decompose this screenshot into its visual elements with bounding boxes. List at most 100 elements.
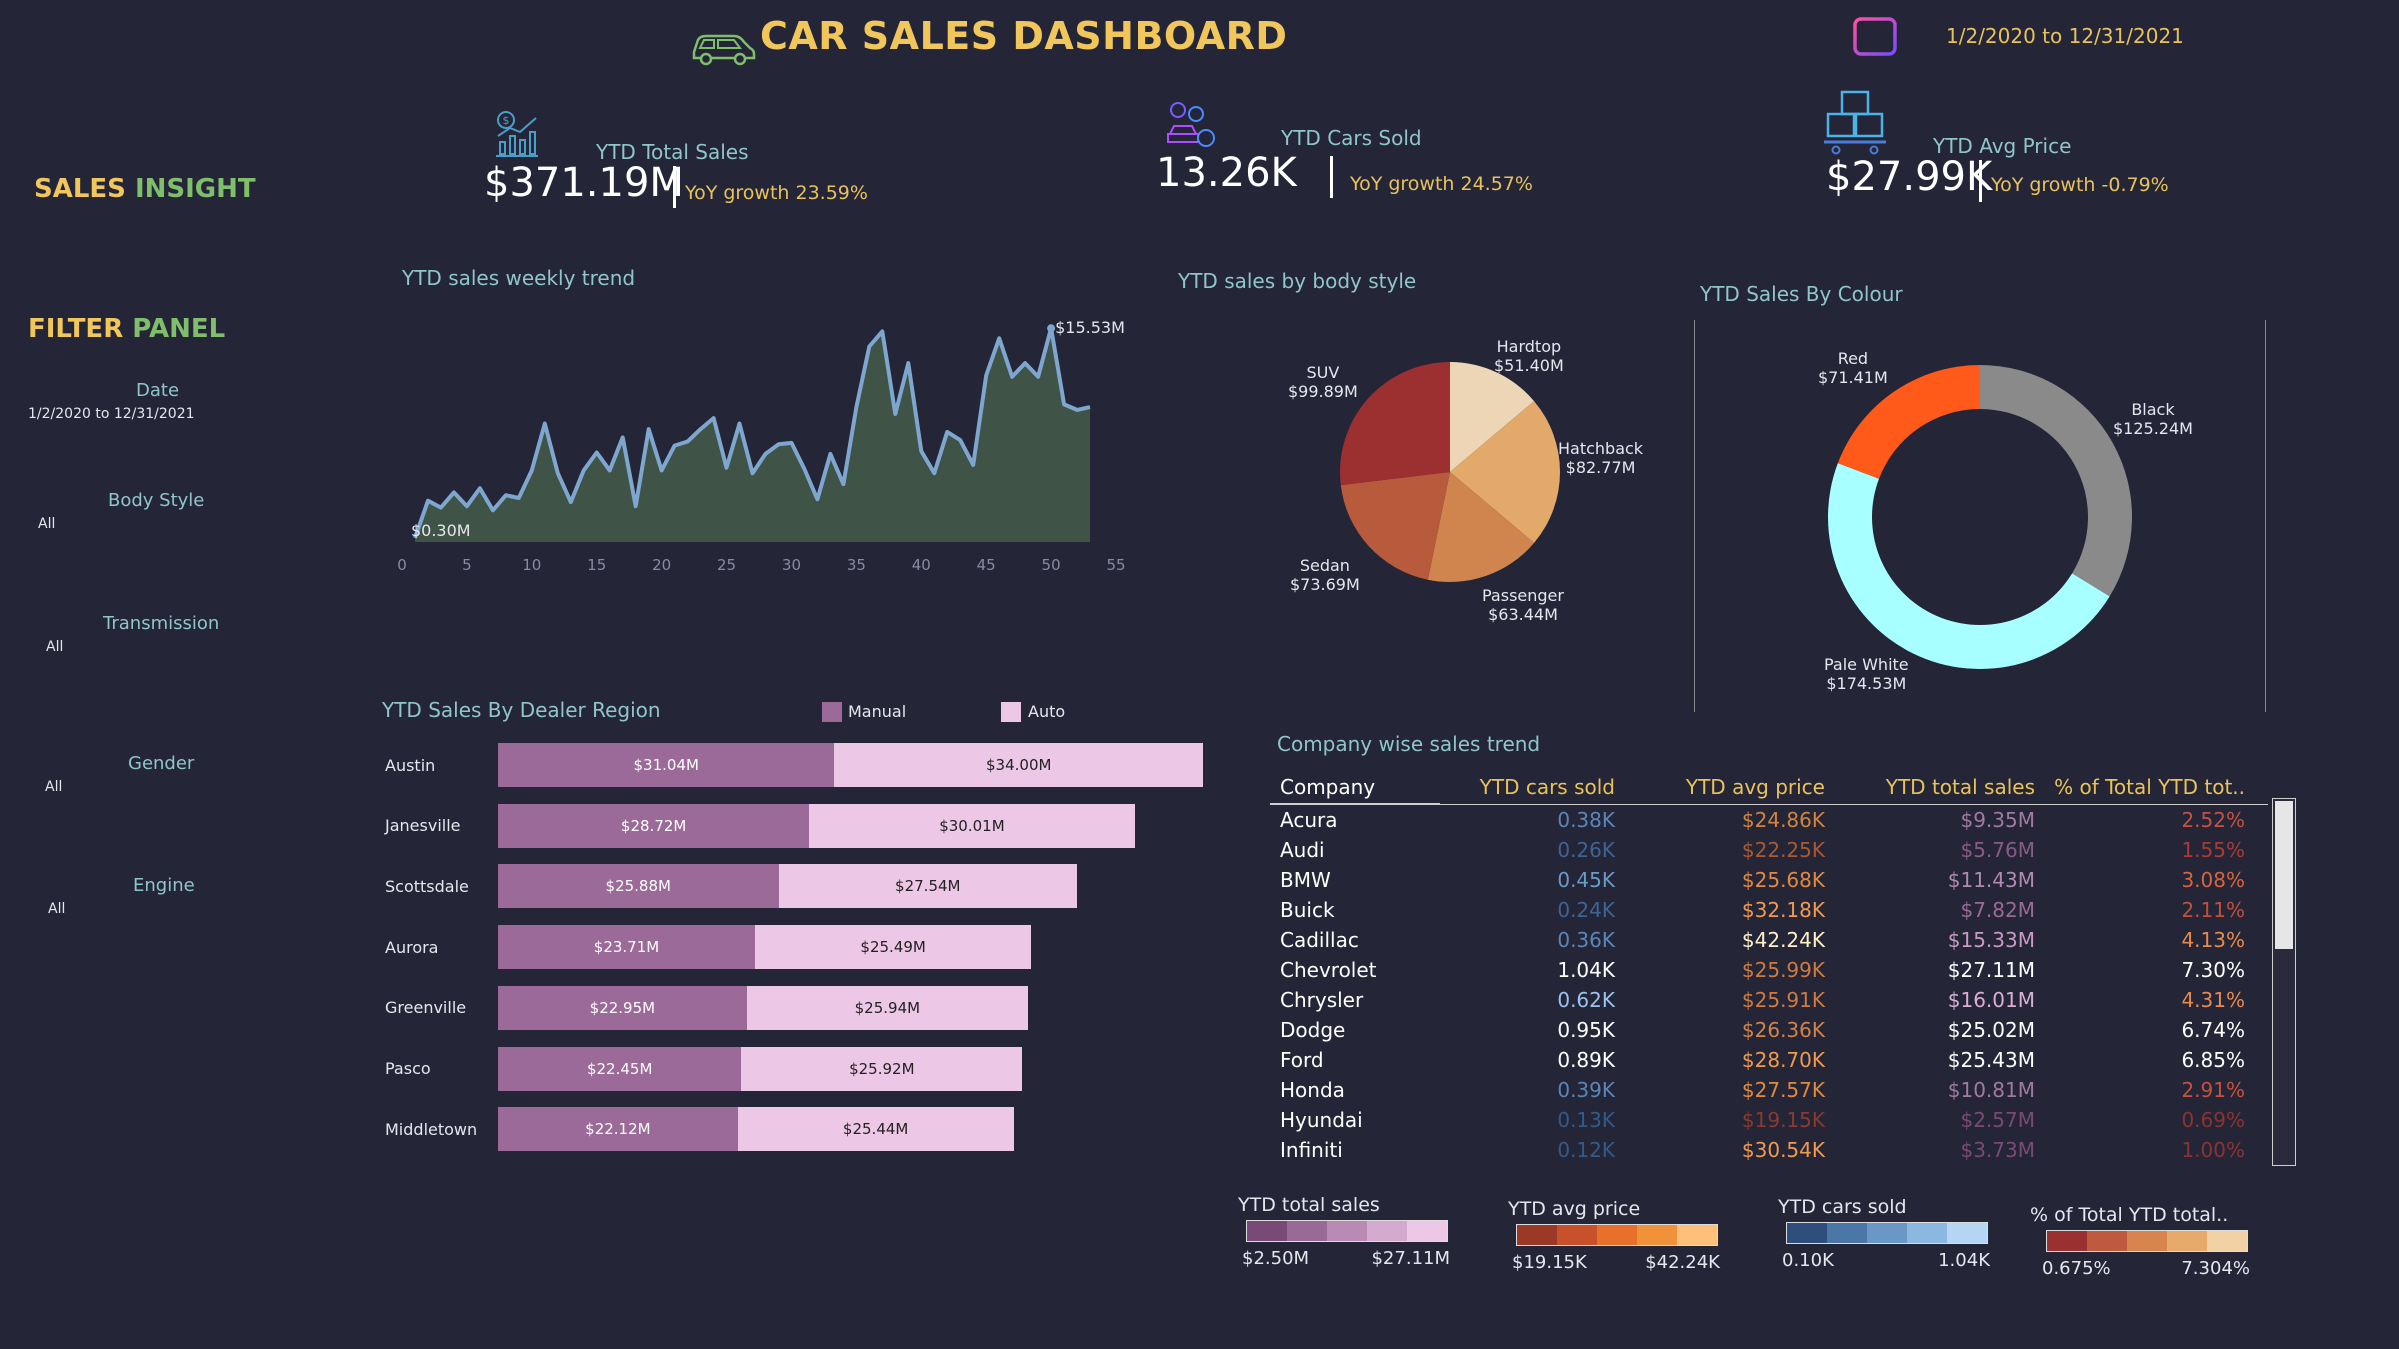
filter-transmission-value[interactable]: All [46, 639, 64, 655]
filter-engine-value[interactable]: All [48, 901, 66, 917]
color-legend-swatch [2047, 1231, 2087, 1251]
color-legend-min: 0.675% [2042, 1258, 2111, 1279]
table-cell: 6.85% [2181, 1048, 2245, 1072]
table-header-cell[interactable]: YTD avg price [1685, 775, 1825, 799]
pie-label-hardtop-name: Hardtop [1496, 337, 1562, 356]
bar-manual-segment[interactable]: $22.95M [498, 985, 747, 1030]
color-legend-range: 0.675% 7.304% [2042, 1258, 2250, 1279]
color-legend-swatches [1246, 1220, 1448, 1242]
date-range-display[interactable]: 1/2/2020 to 12/31/2021 [1946, 24, 2184, 48]
table-cell: $25.99K [1741, 958, 1825, 982]
company-table-title: Company wise sales trend [1277, 732, 1541, 756]
table-cell: Infiniti [1280, 1138, 1343, 1162]
donut-label-pale-white-name: Pale White [1824, 655, 1909, 674]
table-header-cell[interactable]: YTD cars sold [1479, 775, 1615, 799]
bar-auto-segment[interactable]: $27.54M [778, 864, 1078, 909]
table-row[interactable]: Acura 0.38K $24.86K $9.35M 2.52% [1270, 805, 2268, 835]
pie-label-hatchback-name: Hatchback [1558, 439, 1644, 458]
color-legend-swatch [1677, 1225, 1717, 1245]
slice-passenger [1427, 472, 1535, 582]
table-cell: Audi [1280, 838, 1325, 862]
color-legend-title: YTD cars sold [1778, 1196, 1907, 1218]
table-cell: 0.12K [1557, 1138, 1615, 1162]
bar-manual-segment[interactable]: $28.72M [498, 803, 810, 848]
bar-auto-segment[interactable]: $30.01M [809, 803, 1135, 848]
table-cell: Cadillac [1280, 928, 1359, 952]
slice-hardtop [1450, 362, 1535, 472]
body-style-title: YTD sales by body style [1178, 269, 1417, 293]
pie-label-hardtop: Hardtop $51.40M [1494, 337, 1564, 375]
table-cell: Hyundai [1280, 1108, 1363, 1132]
table-cell: 2.11% [2181, 898, 2245, 922]
table-header-cell[interactable]: Company [1270, 770, 1440, 804]
filter-date-value[interactable]: 1/2/2020 to 12/31/2021 [28, 406, 195, 422]
bar-category-label: Scottsdale [385, 876, 469, 896]
bar-auto-segment[interactable]: $25.92M [741, 1046, 1023, 1091]
bar-manual-segment[interactable]: $22.45M [498, 1046, 742, 1091]
color-legend-swatch [1947, 1223, 1987, 1243]
trend-x-tick: 45 [977, 556, 996, 574]
table-row[interactable]: Buick 0.24K $32.18K $7.82M 2.11% [1270, 895, 2268, 925]
color-legend-min: $2.50M [1242, 1248, 1310, 1269]
table-header-cell[interactable]: YTD total sales [1885, 775, 2035, 799]
donut-label-black-name: Black [2131, 400, 2175, 419]
color-legend-swatch [2167, 1231, 2207, 1251]
table-cell: $27.57K [1741, 1078, 1825, 1102]
color-legend-max: $27.11M [1371, 1248, 1450, 1269]
table-row[interactable]: Audi 0.26K $22.25K $5.76M 1.55% [1270, 835, 2268, 865]
car-icon [692, 34, 756, 66]
table-cell: 0.69% [2181, 1108, 2245, 1132]
table-scrollbar[interactable] [2272, 798, 2296, 1166]
bar-manual-segment[interactable]: $31.04M [498, 743, 835, 787]
filter-date-label: Date [136, 380, 180, 401]
table-cell: 0.24K [1557, 898, 1615, 922]
table-scrollbar-thumb[interactable] [2275, 801, 2293, 949]
bar-row: Austin $31.04M $34.00M [385, 743, 1203, 787]
table-row[interactable]: Ford 0.89K $28.70K $25.43M 6.85% [1270, 1045, 2268, 1075]
bar-manual-segment[interactable]: $23.71M [498, 925, 755, 970]
color-legend-range: 0.10K 1.04K [1782, 1250, 1990, 1271]
donut-label-pale-white-value: $174.53M [1826, 674, 1907, 693]
table-row[interactable]: BMW 0.45K $25.68K $11.43M 3.08% [1270, 865, 2268, 895]
company-sales-table: Company YTD cars sold YTD avg price YTD tot… [1270, 770, 2294, 1165]
legend-auto-swatch [1001, 702, 1021, 722]
svg-text:$: $ [503, 114, 510, 127]
pie-label-sedan: Sedan $73.69M [1290, 556, 1360, 594]
table-cell: 4.31% [2181, 988, 2245, 1012]
bar-auto-segment[interactable]: $25.94M [746, 985, 1028, 1030]
filter-gender-value[interactable]: All [45, 779, 63, 795]
cars-sold-icon [1167, 102, 1215, 147]
table-header-cell[interactable]: % of Total YTD tot.. [2054, 775, 2245, 799]
trend-x-tick: 40 [912, 556, 931, 574]
table-row[interactable]: Dodge 0.95K $26.36K $25.02M 6.74% [1270, 1015, 2268, 1045]
kpi-total-sales-growth: YoY growth 23.59% [685, 182, 868, 204]
bar-auto-segment[interactable]: $34.00M [834, 743, 1203, 787]
table-cell: 0.36K [1557, 928, 1615, 952]
trend-x-tick: 35 [847, 556, 866, 574]
table-cell: $19.15K [1741, 1108, 1825, 1132]
bar-manual-segment[interactable]: $25.88M [498, 864, 779, 909]
pie-label-sedan-name: Sedan [1299, 556, 1350, 575]
bar-auto-segment[interactable]: $25.49M [755, 925, 1032, 970]
table-cell: $9.35M [1960, 808, 2035, 832]
table-row[interactable]: Infiniti 0.12K $30.54K $3.73M 1.00% [1270, 1135, 2268, 1165]
table-cell: $28.70K [1741, 1048, 1825, 1072]
bar-auto-segment[interactable]: $25.44M [737, 1107, 1014, 1152]
bar-category-label: Greenville [385, 998, 467, 1018]
kpi-avg-price-value: $27.99K [1826, 154, 1993, 200]
weekly-trend-title: YTD sales weekly trend [402, 266, 636, 290]
color-legend-swatch [1907, 1223, 1947, 1243]
table-cell: $25.91K [1741, 988, 1825, 1012]
table-row[interactable]: Chevrolet 1.04K $25.99K $27.11M 7.30% [1270, 955, 2268, 985]
table-row[interactable]: Honda 0.39K $27.57K $10.81M 2.91% [1270, 1075, 2268, 1105]
color-legend-swatch [2127, 1231, 2167, 1251]
bar-manual-segment[interactable]: $22.12M [498, 1107, 738, 1152]
bar-category-label: Janesville [385, 816, 461, 836]
table-row[interactable]: Hyundai 0.13K $19.15K $2.57M 0.69% [1270, 1105, 2268, 1135]
table-row[interactable]: Chrysler 0.62K $25.91K $16.01M 4.31% [1270, 985, 2268, 1015]
table-cell: $32.18K [1741, 898, 1825, 922]
dealer-region-title: YTD Sales By Dealer Region [382, 698, 661, 722]
filter-body-style-value[interactable]: All [38, 516, 56, 532]
table-row[interactable]: Cadillac 0.36K $42.24K $15.33M 4.13% [1270, 925, 2268, 955]
